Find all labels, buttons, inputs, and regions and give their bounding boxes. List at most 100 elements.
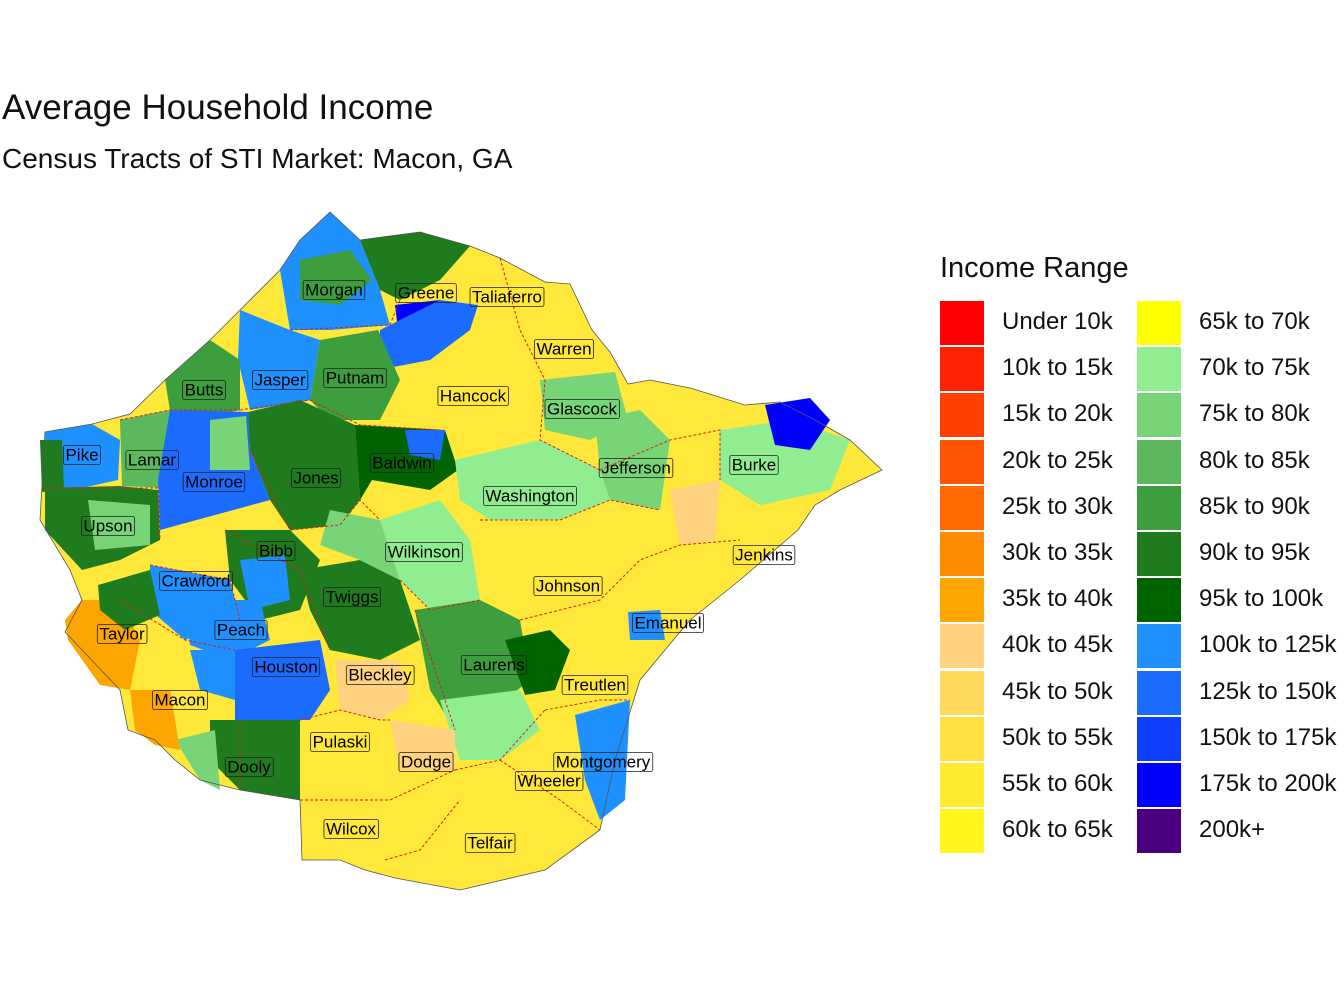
county-label-greene: Greene: [395, 283, 457, 303]
legend-label: 90k to 95k: [1199, 538, 1310, 566]
legend-label: 200k+: [1199, 816, 1266, 844]
county-name: Macon: [154, 691, 205, 710]
county-name: Dooly: [227, 758, 271, 777]
legend-swatch: [1137, 439, 1181, 484]
tract-taylor-green: [98, 570, 160, 630]
county-label-taylor: Taylor: [96, 624, 148, 644]
legend-swatch: [940, 485, 984, 530]
legend-label: 75k to 80k: [1199, 400, 1310, 428]
legend-label: 85k to 90k: [1199, 492, 1310, 520]
county-name: Laurens: [463, 656, 524, 675]
county-label-monroe: Monroe: [182, 472, 246, 492]
county-label-box: [533, 576, 603, 596]
legend-swatch: [940, 578, 984, 623]
county-label-box: [214, 620, 268, 640]
county-label-jasper: Jasper: [252, 370, 309, 390]
county-label-peach: Peach: [214, 620, 268, 640]
county-label-box: [464, 833, 516, 853]
legend-label: Under 10k: [1002, 308, 1113, 335]
county-name: Houston: [254, 658, 317, 677]
legend-swatch: [940, 716, 984, 761]
county-label-hancock: Hancock: [437, 386, 509, 406]
tract-bleckley: [335, 660, 410, 720]
legend-label: 95k to 100k: [1199, 585, 1324, 613]
legend-item: 50k to 55k: [940, 716, 1150, 762]
county-name: Monroe: [185, 473, 243, 492]
tract-morgan-green: [300, 250, 372, 305]
legend-swatch: [940, 670, 984, 715]
legend-title: Income Range: [940, 252, 1129, 284]
county-label-box: [398, 752, 454, 772]
county-label-box: [369, 453, 435, 473]
tract-laurens-light: [440, 690, 540, 760]
legend-label: 45k to 50k: [1002, 677, 1113, 705]
map-title: Average Household Income: [2, 88, 434, 127]
legend-swatch: [1137, 485, 1181, 530]
legend-item: 150k to 175k: [1137, 716, 1344, 762]
legend-item: 10k to 15k: [940, 346, 1150, 392]
county-label-laurens: Laurens: [460, 655, 528, 675]
legend-swatch: [940, 347, 984, 392]
county-name: Crawford: [162, 572, 231, 591]
county-name: Greene: [398, 284, 455, 303]
tract-twiggs: [300, 560, 420, 660]
legend-label: 20k to 25k: [1002, 446, 1113, 474]
county-label-box: [469, 287, 545, 307]
county-label-macon: Macon: [152, 690, 208, 710]
tract-greene-2: [378, 300, 478, 370]
county-label-baldwin: Baldwin: [369, 453, 435, 473]
tract-monroe-green: [210, 416, 250, 470]
county-label-box: [483, 486, 577, 506]
county-label-crawford: Crawford: [159, 571, 233, 591]
county-name: Hancock: [440, 387, 507, 406]
county-label-jenkins: Jenkins: [732, 545, 796, 565]
legend-item: 125k to 150k: [1137, 670, 1344, 716]
legend-swatch: [940, 531, 984, 576]
county-label-box: [598, 458, 674, 478]
county-label-box: [63, 445, 101, 465]
legend-item: 75k to 80k: [1137, 392, 1344, 438]
county-label-box: [437, 386, 509, 406]
county-name: Glascock: [547, 400, 617, 419]
county-name: Warren: [536, 340, 591, 359]
county-name: Treutlen: [564, 676, 626, 695]
county-name: Taliaferro: [472, 288, 542, 307]
county-label-wheeler: Wheeler: [514, 771, 584, 791]
tract-jones: [248, 400, 360, 530]
county-label-butts: Butts: [182, 380, 226, 400]
county-label-box: [732, 545, 796, 565]
county-label-bleckley: Bleckley: [345, 665, 415, 685]
county-label-houston: Houston: [251, 657, 321, 677]
county-label-box: [553, 752, 654, 772]
county-label-box: [345, 665, 415, 685]
tract-dooly: [210, 720, 300, 800]
county-label-box: [632, 613, 704, 633]
tract-dooly-light: [175, 730, 220, 790]
map-subtitle: Census Tracts of STI Market: Macon, GA: [2, 143, 513, 174]
county-label-putnam: Putnam: [323, 368, 387, 388]
county-label-box: [514, 771, 584, 791]
legend-label: 100k to 125k: [1199, 631, 1337, 659]
county-name: Jefferson: [601, 459, 671, 478]
legend-label: 35k to 40k: [1002, 585, 1113, 613]
county-label-emanuel: Emanuel: [632, 613, 704, 633]
legend-column-2: 65k to 70k 70k to 75k 75k to 80k 80k to 85k…: [1137, 300, 1344, 854]
legend-label: 40k to 45k: [1002, 631, 1113, 659]
legend-item: 90k to 95k: [1137, 531, 1344, 577]
county-label-twiggs: Twiggs: [323, 587, 381, 607]
county-boundaries: [45, 257, 741, 861]
county-label-box: [251, 657, 321, 677]
legend-item: 65k to 70k: [1137, 300, 1344, 346]
county-label-jefferson: Jefferson: [598, 458, 674, 478]
county-label-glascock: Glascock: [544, 399, 620, 419]
county-label-wilcox: Wilcox: [323, 819, 379, 839]
county-label-taliaferro: Taliaferro: [469, 287, 545, 307]
tract-pike: [45, 424, 120, 488]
tract-twiggs-light: [320, 510, 400, 580]
county-label-box: [323, 587, 381, 607]
legend-label: 30k to 35k: [1002, 538, 1113, 566]
county-label-box: [159, 571, 233, 591]
county-label-box: [182, 380, 226, 400]
county-label-box: [224, 757, 274, 777]
